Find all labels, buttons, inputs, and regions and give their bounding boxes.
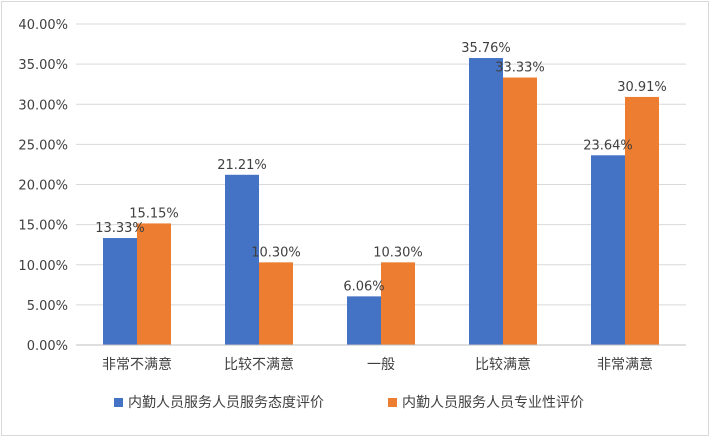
data-label: 21.21% — [217, 158, 267, 173]
y-tick-label: 0.00% — [27, 339, 68, 354]
legend: 内勤人员服务人员服务态度评价 内勤人员服务人员专业性评价 — [114, 395, 584, 411]
data-label: 6.06% — [343, 279, 384, 294]
y-tick-label: 35.00% — [18, 58, 68, 73]
bar-attitude — [225, 174, 259, 345]
y-tick-label: 15.00% — [18, 219, 68, 234]
y-tick-label: 20.00% — [18, 179, 68, 194]
y-tick-label: 40.00% — [18, 18, 68, 33]
y-tick-label: 5.00% — [27, 299, 68, 314]
bar-attitude — [347, 296, 381, 345]
bar-professional — [503, 77, 537, 346]
legend-swatch — [388, 398, 397, 407]
data-label: 15.15% — [129, 206, 179, 221]
bar-attitude — [591, 155, 625, 345]
y-tick-label: 30.00% — [18, 98, 68, 113]
x-tick-label: 比较满意 — [475, 356, 531, 373]
x-tick-label: 非常不满意 — [102, 356, 172, 373]
gridlines — [76, 23, 686, 346]
y-tick-label: 25.00% — [18, 138, 68, 153]
bar-professional — [381, 262, 415, 345]
data-label: 10.30% — [251, 245, 301, 260]
x-tick-label: 一般 — [367, 357, 395, 373]
x-tick-label: 非常满意 — [597, 356, 653, 373]
legend-label: 内勤人员服务人员服务态度评价 — [128, 395, 324, 411]
data-label: 33.33% — [495, 61, 545, 76]
data-labels: 13.33%15.15% 21.21% 10.30% 6.06% 10.30% 35.76… — [95, 41, 667, 294]
bar-attitude — [469, 58, 503, 345]
bars — [103, 58, 659, 346]
data-label: 23.64% — [583, 138, 633, 153]
legend-swatch — [114, 398, 123, 407]
data-label: 10.30% — [373, 245, 423, 260]
data-label: 30.91% — [617, 80, 667, 95]
bar-professional — [625, 96, 659, 345]
bar-attitude — [103, 238, 137, 345]
bar-professional — [137, 223, 171, 345]
data-label: 35.76% — [461, 41, 511, 56]
legend-label: 内勤人员服务人员专业性评价 — [402, 395, 584, 411]
data-label: 13.33% — [95, 221, 145, 236]
axes: 0.00% 5.00% 10.00% 15.00% 20.00% 25.00% 30.00%… — [18, 18, 686, 373]
bar-professional — [259, 262, 293, 345]
x-tick-label: 比较不满意 — [224, 356, 294, 373]
y-tick-label: 10.00% — [18, 259, 68, 274]
